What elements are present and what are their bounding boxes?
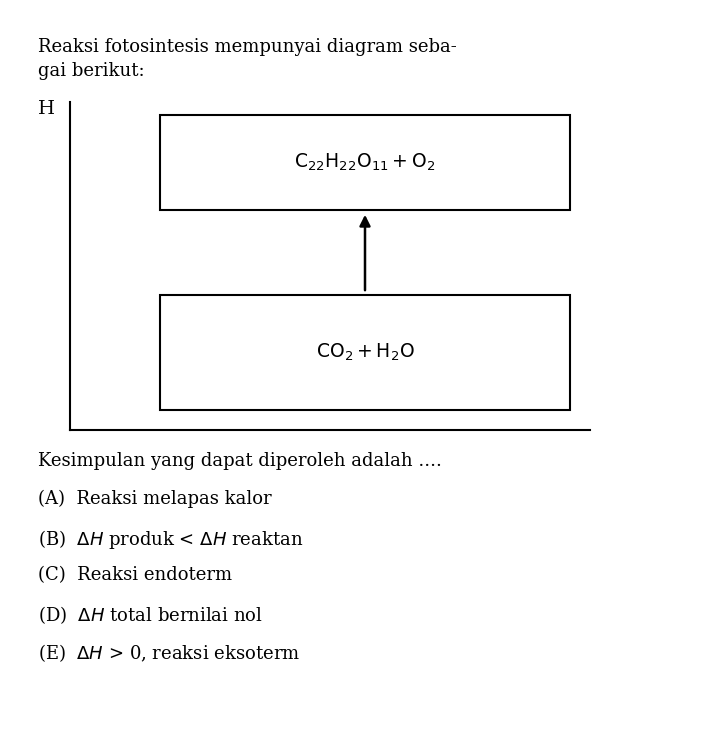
Bar (160, 295, 570, 410)
Text: (C)  Reaksi endoterm: (C) Reaksi endoterm (38, 566, 232, 584)
Text: $\mathrm{C_{22}H_{22}O_{11}+O_2}$: $\mathrm{C_{22}H_{22}O_{11}+O_2}$ (294, 152, 436, 173)
Text: H: H (38, 100, 55, 118)
Text: gai berikut:: gai berikut: (38, 62, 145, 80)
Text: (B)  $\Delta H$ produk < $\Delta H$ reaktan: (B) $\Delta H$ produk < $\Delta H$ reakt… (38, 528, 303, 551)
Text: (A)  Reaksi melapas kalor: (A) Reaksi melapas kalor (38, 490, 271, 508)
Text: Reaksi fotosintesis mempunyai diagram seba-: Reaksi fotosintesis mempunyai diagram se… (38, 38, 456, 56)
Text: $\mathrm{CO_2+H_2O}$: $\mathrm{CO_2+H_2O}$ (315, 342, 415, 363)
Text: Kesimpulan yang dapat diperoleh adalah ....: Kesimpulan yang dapat diperoleh adalah .… (38, 452, 442, 470)
Text: (D)  $\Delta H$ total bernilai nol: (D) $\Delta H$ total bernilai nol (38, 604, 263, 626)
Text: (E)  $\Delta H$ > 0, reaksi eksoterm: (E) $\Delta H$ > 0, reaksi eksoterm (38, 642, 300, 664)
Bar (160, 115, 570, 210)
